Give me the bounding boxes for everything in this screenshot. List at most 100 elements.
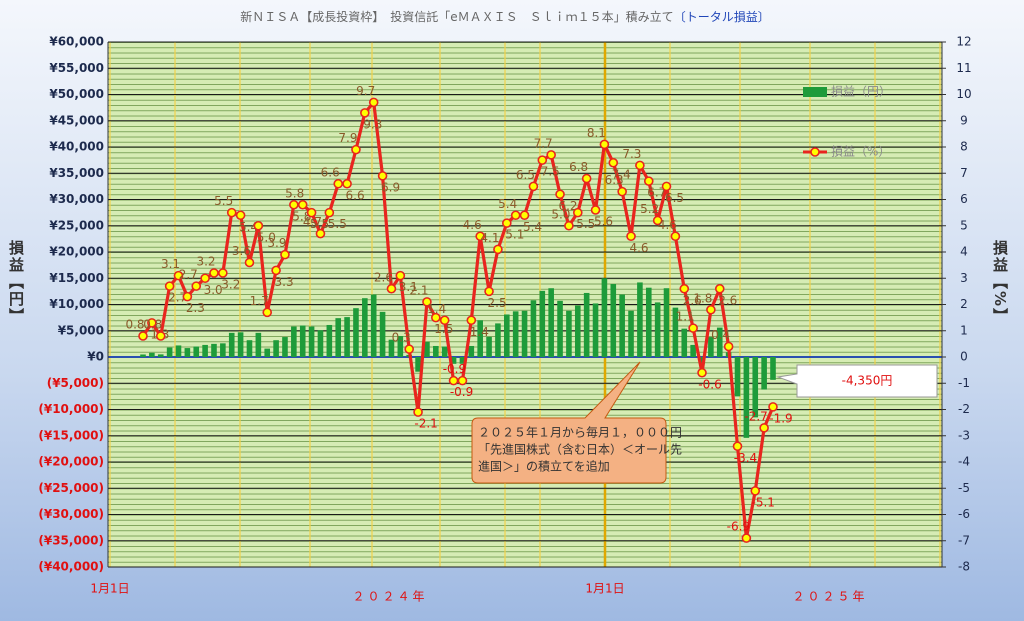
y-tick-label: ¥25,000 bbox=[49, 218, 104, 232]
y-axis-label: 損益【円】 bbox=[7, 240, 25, 325]
bar bbox=[291, 326, 297, 357]
data-label: -5.1 bbox=[752, 495, 775, 509]
y2-tick-label: -7 bbox=[958, 533, 970, 547]
marker bbox=[679, 283, 690, 294]
bar bbox=[592, 303, 599, 357]
data-label: 3.9 bbox=[267, 236, 286, 250]
marker bbox=[209, 268, 219, 278]
marker bbox=[572, 207, 583, 218]
data-label: 1.1 bbox=[676, 310, 695, 324]
data-label: 5.5 bbox=[328, 217, 347, 231]
bar bbox=[273, 340, 279, 357]
marker bbox=[714, 283, 725, 294]
bar bbox=[663, 288, 670, 357]
marker bbox=[688, 323, 698, 333]
data-label: -6.9 bbox=[727, 520, 750, 534]
marker bbox=[200, 273, 210, 284]
bar bbox=[708, 337, 714, 357]
marker bbox=[404, 344, 414, 354]
marker bbox=[218, 268, 228, 278]
bar bbox=[699, 357, 705, 364]
bar bbox=[716, 327, 723, 357]
data-label: 4.6 bbox=[463, 218, 482, 232]
legend-label: 損益（%） bbox=[831, 144, 890, 159]
data-label: 6.5 bbox=[665, 191, 684, 205]
y2-tick-label: -8 bbox=[958, 560, 970, 574]
bar bbox=[255, 332, 262, 357]
marker bbox=[750, 486, 761, 496]
x-tick-label: 1月1日 bbox=[90, 582, 129, 596]
marker bbox=[448, 375, 459, 386]
marker bbox=[289, 199, 299, 210]
marker bbox=[590, 205, 601, 215]
bar bbox=[353, 308, 359, 357]
y-tick-label: (¥40,000) bbox=[38, 560, 104, 574]
data-label: 4.6 bbox=[629, 241, 648, 255]
marker bbox=[138, 331, 148, 341]
note-text: ２０２５年１月から毎月１，０００円 bbox=[478, 425, 682, 440]
bar bbox=[264, 348, 271, 357]
y2-tick-label: 4 bbox=[960, 245, 968, 259]
bar bbox=[495, 323, 501, 357]
marker bbox=[510, 210, 521, 221]
marker bbox=[439, 315, 450, 326]
marker bbox=[555, 189, 565, 200]
data-label: 5.4 bbox=[498, 197, 517, 211]
data-label: 5.5 bbox=[310, 217, 329, 231]
bar bbox=[379, 311, 386, 357]
note-box bbox=[471, 361, 667, 484]
y-tick-label: ¥20,000 bbox=[49, 245, 104, 259]
bar bbox=[583, 292, 590, 357]
data-label: 5.0 bbox=[551, 207, 570, 221]
marker bbox=[422, 297, 432, 307]
y2-tick-label: -5 bbox=[958, 481, 970, 495]
bar bbox=[175, 345, 182, 357]
marker bbox=[732, 441, 743, 452]
year-label: ２０２４年 bbox=[352, 590, 427, 604]
marker bbox=[173, 270, 184, 281]
data-label: -3.4 bbox=[734, 451, 757, 465]
marker bbox=[484, 286, 494, 297]
y-tick-label: ¥15,000 bbox=[49, 271, 104, 285]
note-text: 進国＞」の積立てを追加 bbox=[478, 459, 610, 474]
data-label: 3.0 bbox=[204, 283, 223, 297]
data-label: 0.3 bbox=[392, 331, 411, 345]
data-label: -2.7 bbox=[744, 409, 767, 423]
marker bbox=[581, 173, 592, 184]
marker bbox=[262, 307, 273, 318]
y-tick-label: ¥55,000 bbox=[49, 61, 104, 75]
marker bbox=[271, 265, 281, 276]
marker bbox=[768, 402, 778, 412]
bar bbox=[601, 278, 608, 357]
data-label: 3.6 bbox=[232, 244, 251, 258]
data-label: 0.8 bbox=[125, 318, 144, 332]
y2-tick-label: 1 bbox=[960, 323, 968, 337]
bar bbox=[610, 284, 617, 357]
marker bbox=[324, 207, 335, 218]
data-label: 3.1 bbox=[161, 257, 180, 271]
data-label: 2.1 bbox=[409, 283, 428, 297]
bar bbox=[326, 324, 333, 357]
bar bbox=[628, 310, 634, 357]
marker bbox=[457, 375, 468, 386]
y-tick-label: (¥5,000) bbox=[47, 376, 104, 390]
data-label: 3.1 bbox=[399, 280, 418, 294]
data-label: 3.2 bbox=[221, 278, 240, 292]
data-label: 2.3 bbox=[186, 301, 205, 315]
bar bbox=[770, 357, 776, 380]
marker bbox=[661, 181, 672, 192]
data-label: 7.9 bbox=[338, 131, 357, 145]
marker bbox=[564, 220, 574, 231]
bar bbox=[548, 288, 554, 357]
bar bbox=[211, 343, 217, 357]
marker bbox=[528, 181, 539, 192]
bar bbox=[743, 357, 750, 438]
y2-tick-label: -2 bbox=[958, 402, 970, 416]
marker bbox=[191, 281, 202, 291]
y2-tick-label: 0 bbox=[960, 350, 968, 364]
bar bbox=[645, 287, 652, 357]
marker bbox=[155, 331, 166, 341]
y-tick-label: ¥10,000 bbox=[49, 297, 104, 311]
y-tick-label: (¥20,000) bbox=[38, 455, 104, 469]
data-label: 5.4 bbox=[239, 220, 258, 234]
